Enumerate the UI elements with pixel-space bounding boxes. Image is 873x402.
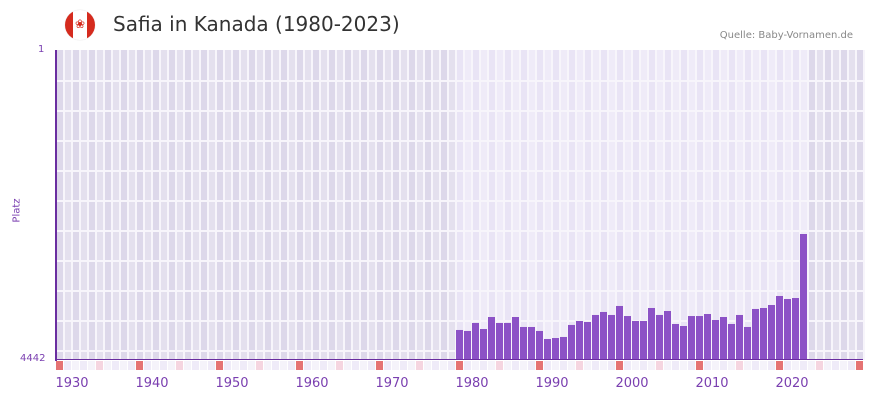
x-tick-2010: 2010	[695, 376, 729, 391]
bar-2002	[648, 307, 655, 360]
bar-1997	[608, 314, 615, 360]
y-tick-bottom: 4442	[20, 353, 46, 364]
x-tick-1960: 1960	[295, 376, 329, 391]
bar-1982	[488, 317, 495, 360]
chart-title: Safia in Kanada (1980-2023)	[113, 12, 400, 36]
bar-2013	[736, 314, 743, 360]
bar-2016	[760, 307, 767, 360]
bar-1983	[496, 323, 503, 360]
bar-1993	[576, 320, 583, 360]
x-tick-1980: 1980	[455, 376, 489, 391]
bar-1996	[600, 311, 607, 360]
bar-1984	[504, 323, 511, 360]
x-tick-1950: 1950	[215, 376, 249, 391]
bar-1986	[520, 326, 527, 360]
x-tick-1970: 1970	[375, 376, 409, 391]
bar-2006	[680, 326, 687, 360]
bar-2010	[712, 320, 719, 360]
x-tick-2000: 2000	[615, 376, 649, 391]
bar-2012	[728, 323, 735, 360]
bar-1989	[544, 338, 551, 360]
bar-2003	[656, 314, 663, 360]
bar-2014	[744, 326, 751, 360]
y-axis-line	[55, 50, 57, 361]
y-tick-top: 1	[38, 44, 45, 55]
bar-1979	[464, 330, 471, 360]
bar-1987	[528, 326, 535, 360]
x-tick-2020: 2020	[775, 376, 809, 391]
bar-1994	[584, 321, 591, 360]
bar-2001	[640, 320, 647, 360]
source-label: Quelle: Baby-Vornamen.de	[719, 30, 853, 41]
bar-2019	[784, 298, 791, 360]
bar-2008	[696, 316, 703, 360]
bar-2004	[664, 310, 671, 360]
bar-1999	[624, 316, 631, 360]
bar-1990	[552, 338, 559, 360]
bar-2007	[688, 316, 695, 360]
x-tick-1940: 1940	[135, 376, 169, 391]
bar-1981	[480, 329, 487, 360]
bar-1980	[472, 323, 479, 360]
bar-1991	[560, 336, 567, 360]
bar-2015	[752, 308, 759, 360]
bar-2011	[720, 317, 727, 360]
bar-1978	[456, 329, 463, 360]
bar-2020	[792, 298, 799, 360]
x-tick-1930: 1930	[55, 376, 89, 391]
canada-flag-icon: ❀	[65, 10, 95, 40]
bar-1995	[592, 314, 599, 360]
bar-2018	[776, 295, 783, 360]
bar-1998	[616, 305, 623, 360]
x-tick-1990: 1990	[535, 376, 569, 391]
bar-2005	[672, 323, 679, 360]
bar-2000	[632, 320, 639, 360]
bar-2017	[768, 304, 775, 360]
x-axis-line	[55, 359, 863, 360]
bar-2021	[800, 234, 807, 360]
bar-1985	[512, 317, 519, 360]
bar-1992	[568, 324, 575, 360]
bar-1988	[536, 330, 543, 360]
bar-2009	[704, 313, 711, 360]
